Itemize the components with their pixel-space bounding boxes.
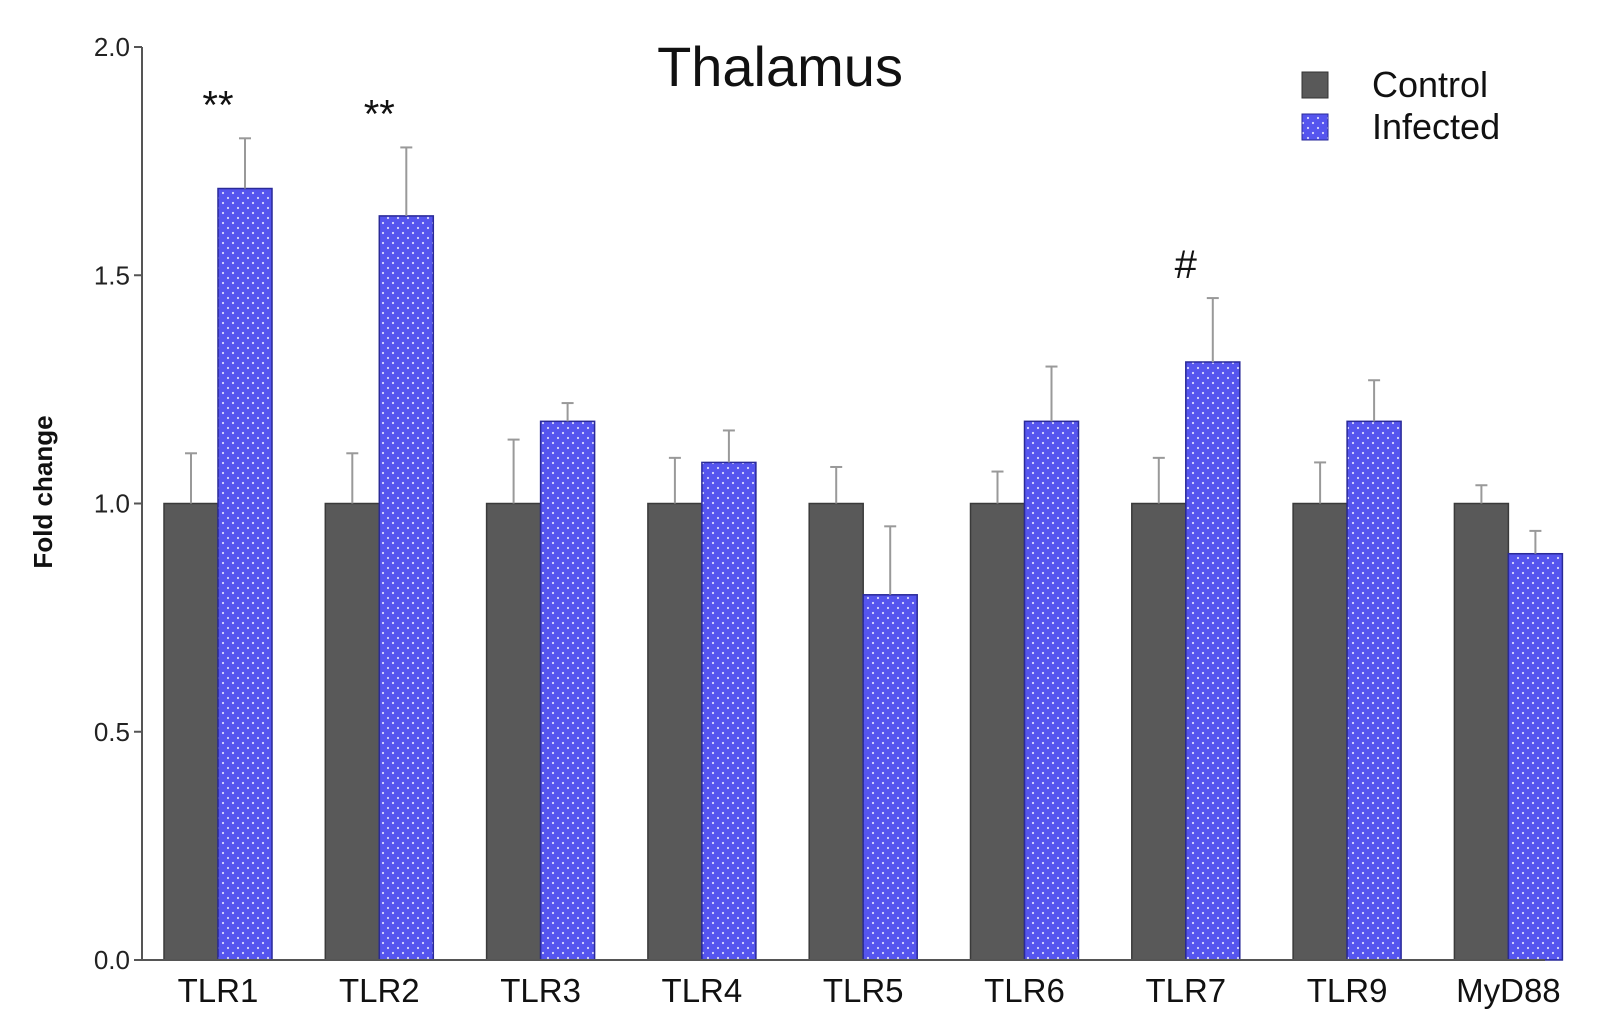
bar-infected — [1185, 361, 1241, 961]
x-category-label: TLR7 — [1145, 972, 1226, 1009]
significance-marker: # — [1175, 243, 1198, 287]
bar-control — [647, 502, 703, 961]
y-axis: 0.0 0.5 1.0 1.5 2.0 — [94, 32, 143, 975]
bar-infected — [701, 461, 757, 961]
chart-title: Thalamus — [657, 35, 903, 98]
legend-swatch-infected — [1301, 113, 1329, 141]
bar-control — [163, 502, 219, 961]
bar-control — [324, 502, 381, 961]
x-category-label: MyD88 — [1456, 972, 1561, 1009]
bar-infected — [539, 420, 596, 961]
bar-control — [485, 502, 542, 961]
significance-marker: ** — [364, 92, 395, 136]
bar-infected — [1507, 552, 1564, 961]
bar-infected — [217, 187, 273, 961]
bar-infected — [1346, 420, 1402, 961]
legend-label-infected: Infected — [1372, 106, 1500, 147]
x-category-label: TLR5 — [823, 972, 904, 1009]
error-bars-group — [185, 137, 1542, 595]
legend: Control Infected — [1301, 64, 1500, 147]
x-category-label: TLR4 — [662, 972, 743, 1009]
legend-label-control: Control — [1372, 64, 1488, 105]
bars-group — [163, 187, 1564, 961]
bar-control — [969, 502, 1026, 961]
bar-control — [1131, 502, 1187, 961]
significance-marker: ** — [202, 83, 233, 127]
bar-infected — [378, 215, 435, 961]
bar-control — [1292, 502, 1348, 961]
x-category-label: TLR9 — [1307, 972, 1388, 1009]
y-tick-label: 0.5 — [94, 717, 130, 747]
x-category-label: TLR3 — [500, 972, 581, 1009]
bar-infected — [862, 594, 918, 961]
x-category-label: TLR6 — [984, 972, 1065, 1009]
bar-infected — [1023, 420, 1080, 961]
bar-control — [808, 502, 864, 961]
x-category-label: TLR1 — [178, 972, 259, 1009]
significance-annotations: ** ** # — [202, 83, 1197, 287]
legend-swatch-control — [1301, 71, 1329, 99]
y-axis-title: Fold change — [28, 415, 58, 568]
y-tick-label: 1.0 — [94, 489, 130, 519]
x-axis: TLR1 TLR2 TLR3 TLR4 TLR5 TLR6 TLR7 TLR9 MyD88 — [142, 959, 1561, 1009]
y-tick-label: 1.5 — [94, 260, 130, 290]
y-tick-label: 2.0 — [94, 32, 130, 62]
y-tick-label: 0.0 — [94, 945, 130, 975]
x-category-label: TLR2 — [339, 972, 420, 1009]
bar-control — [1453, 502, 1510, 961]
